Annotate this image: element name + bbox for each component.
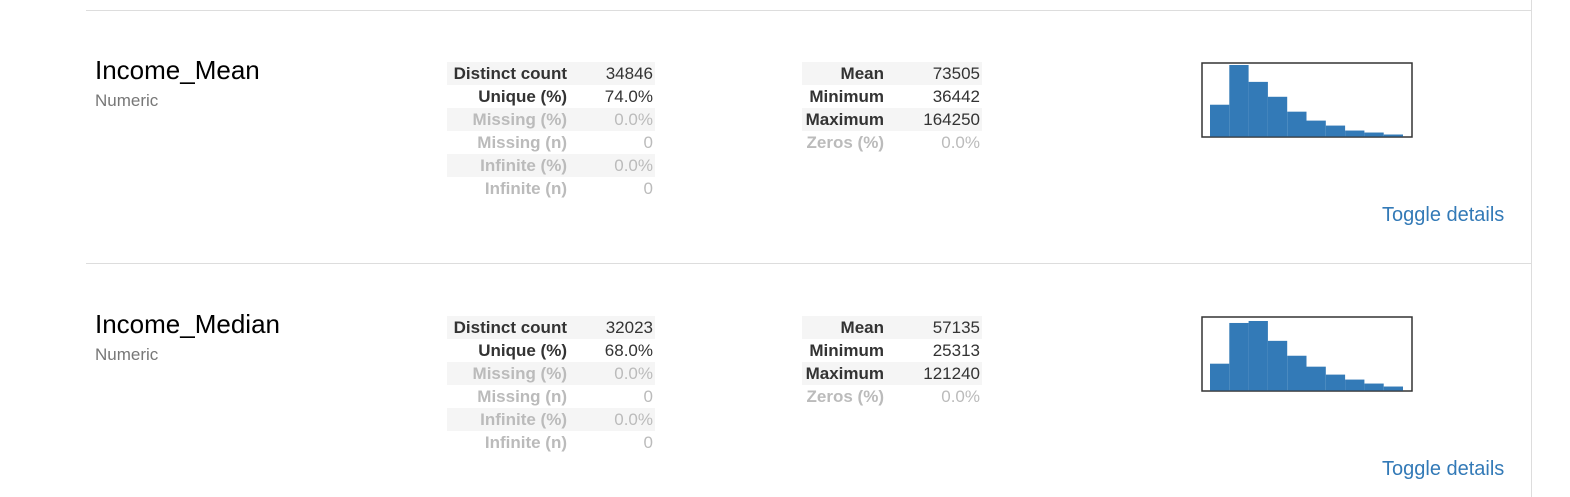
stat-label: Minimum — [809, 341, 884, 360]
stat-value: 0 — [643, 387, 653, 406]
mini-histogram — [1201, 62, 1413, 138]
stat-value: 32023 — [569, 316, 655, 339]
stat-value: 57135 — [886, 316, 982, 339]
stat-label: Infinite (%) — [447, 408, 569, 431]
stat-label: Missing (n) — [477, 387, 567, 406]
histogram-bar — [1287, 355, 1307, 391]
stat-row: Distinct count 34846 — [447, 62, 655, 85]
stat-label: Infinite (n) — [484, 179, 567, 198]
stat-value: 0 — [643, 179, 653, 198]
stat-label: Maximum — [802, 108, 886, 131]
histogram-bar — [1210, 363, 1230, 391]
stat-row: Maximum 121240 — [802, 362, 982, 385]
stat-label: Mean — [802, 316, 886, 339]
stat-label: Distinct count — [447, 316, 569, 339]
stat-value: 0.0% — [569, 408, 655, 431]
stat-label: Infinite (%) — [447, 154, 569, 177]
stat-row: Unique (%) 74.0% — [447, 85, 655, 108]
stat-row: Infinite (n) 0 — [447, 431, 655, 454]
stat-row: Minimum 25313 — [802, 339, 982, 362]
stat-label: Zeros (%) — [806, 387, 884, 406]
stat-value: 36442 — [932, 87, 980, 106]
stat-row: Maximum 164250 — [802, 108, 982, 131]
stat-row: Mean 73505 — [802, 62, 982, 85]
stat-label: Unique (%) — [478, 341, 567, 360]
variable-name: Income_Mean — [95, 55, 260, 85]
histogram-bar — [1306, 366, 1326, 391]
stat-label: Missing (%) — [447, 362, 569, 385]
histogram-bar — [1210, 104, 1230, 137]
histogram-bar — [1229, 322, 1249, 391]
stat-row: Minimum 36442 — [802, 85, 982, 108]
stat-row: Missing (n) 0 — [447, 385, 655, 408]
histogram-bar — [1325, 374, 1346, 391]
histogram-bar — [1364, 383, 1384, 391]
histogram-bar — [1229, 65, 1249, 137]
stat-value: 0.0% — [941, 387, 980, 406]
section-divider — [86, 10, 1531, 11]
histogram-bar — [1306, 120, 1326, 137]
histogram-bar — [1267, 96, 1288, 137]
stat-value: 34846 — [569, 62, 655, 85]
stat-label: Missing (%) — [447, 108, 569, 131]
stat-value: 0.0% — [569, 362, 655, 385]
variable-section-income-median: Income_Median Numeric Distinct count 3202… — [0, 264, 1530, 497]
stat-value: 25313 — [932, 341, 980, 360]
stat-label: Minimum — [809, 87, 884, 106]
stat-row: Distinct count 32023 — [447, 316, 655, 339]
stat-row: Unique (%) 68.0% — [447, 339, 655, 362]
stat-label: Missing (n) — [477, 133, 567, 152]
variable-name: Income_Median — [95, 309, 280, 339]
toggle-details-link[interactable]: Toggle details — [1382, 458, 1505, 480]
histogram-bar — [1325, 125, 1346, 137]
stat-label: Zeros (%) — [806, 133, 884, 152]
stat-label: Mean — [802, 62, 886, 85]
stat-value: 68.0% — [604, 341, 653, 360]
histogram-bar — [1383, 134, 1403, 137]
stat-value: 73505 — [886, 62, 982, 85]
stat-label: Distinct count — [447, 62, 569, 85]
stat-row: Missing (%) 0.0% — [447, 362, 655, 385]
histogram-bar — [1345, 379, 1365, 391]
summary-stats-table: Mean 73505 Minimum 36442 Maximum 164250 Zer… — [802, 62, 982, 154]
stat-row: Zeros (%) 0.0% — [802, 385, 982, 408]
section-divider — [86, 263, 1531, 264]
stat-row: Missing (%) 0.0% — [447, 108, 655, 131]
variable-type: Numeric — [95, 91, 159, 110]
summary-stats-table: Mean 57135 Minimum 25313 Maximum 121240 Zer… — [802, 316, 982, 408]
right-panel-border — [1531, 0, 1532, 497]
stat-value: 164250 — [886, 108, 982, 131]
histogram-bar — [1364, 132, 1384, 137]
stat-value: 0.0% — [569, 154, 655, 177]
histogram-bar — [1267, 340, 1288, 391]
stat-row: Zeros (%) 0.0% — [802, 131, 982, 154]
histogram-bar — [1287, 111, 1307, 137]
stat-value: 0 — [643, 433, 653, 452]
stat-row: Infinite (%) 0.0% — [447, 154, 655, 177]
variable-type: Numeric — [95, 345, 159, 364]
variable-section-income-mean: Income_Mean Numeric Distinct count 34846 … — [0, 10, 1530, 263]
stat-value: 0 — [643, 133, 653, 152]
stat-value: 121240 — [886, 362, 982, 385]
stat-label: Infinite (n) — [484, 433, 567, 452]
variable-stats-table: Distinct count 32023 Unique (%) 68.0% Miss… — [447, 316, 655, 454]
stat-value: 74.0% — [604, 87, 653, 106]
stat-label: Unique (%) — [478, 87, 567, 106]
histogram-bar — [1345, 130, 1365, 137]
stat-value: 0.0% — [941, 133, 980, 152]
variable-stats-table: Distinct count 34846 Unique (%) 74.0% Miss… — [447, 62, 655, 200]
stat-label: Maximum — [802, 362, 886, 385]
stat-row: Missing (n) 0 — [447, 131, 655, 154]
stat-row: Infinite (%) 0.0% — [447, 408, 655, 431]
toggle-details-link[interactable]: Toggle details — [1382, 204, 1505, 226]
stat-row: Infinite (n) 0 — [447, 177, 655, 200]
histogram-bar — [1248, 320, 1268, 391]
stat-row: Mean 57135 — [802, 316, 982, 339]
histogram-bar — [1248, 81, 1268, 137]
mini-histogram — [1201, 316, 1413, 392]
stat-value: 0.0% — [569, 108, 655, 131]
histogram-bar — [1383, 386, 1403, 391]
